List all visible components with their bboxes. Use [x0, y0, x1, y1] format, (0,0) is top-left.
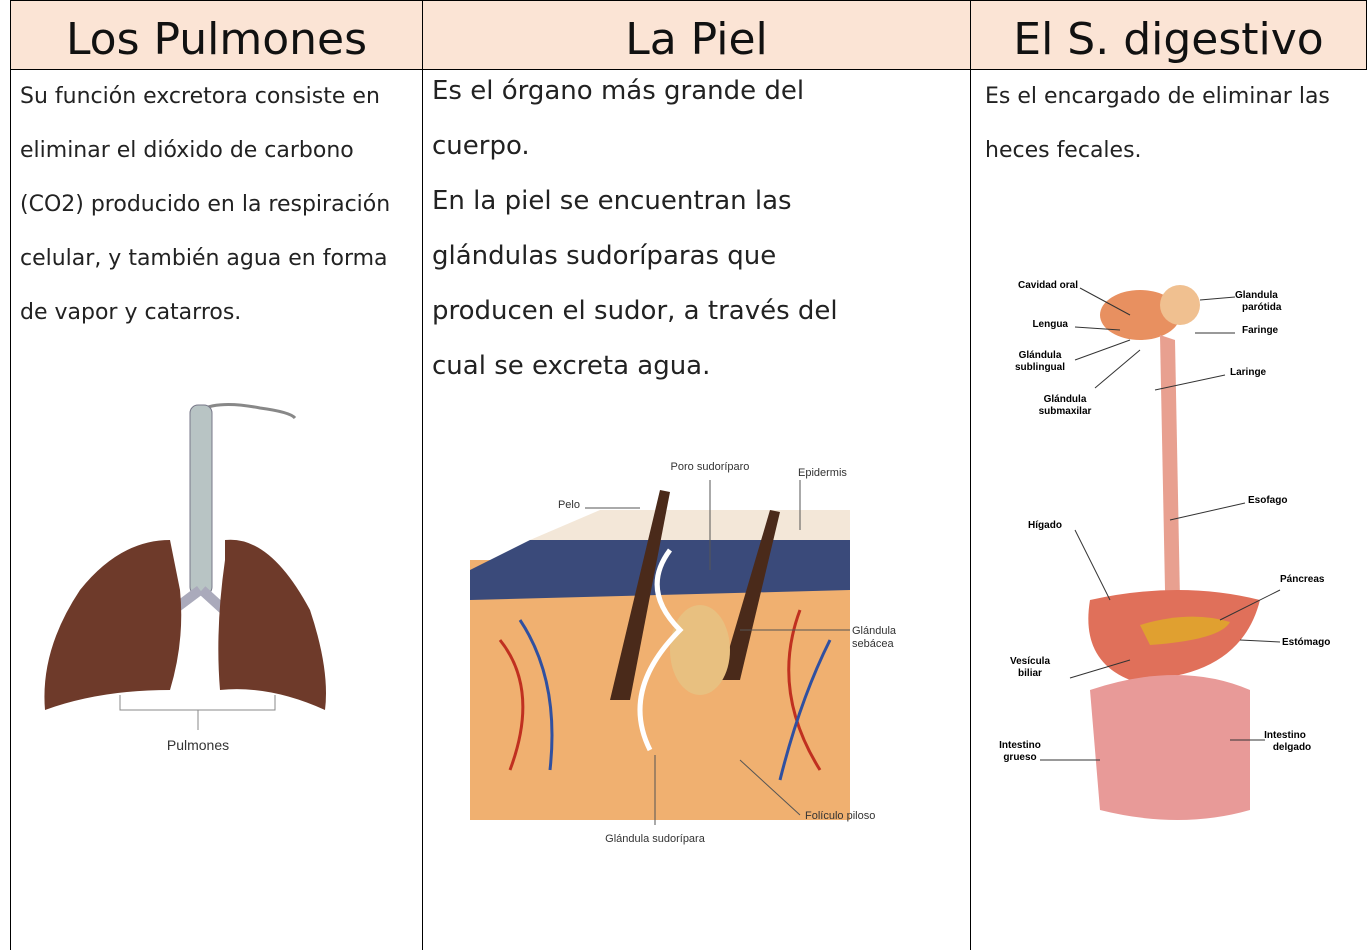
- figure-label: Poro sudoríparo: [671, 461, 750, 473]
- digestive-figure: Cavidad oral Lengua Glándula sublingual G…: [999, 280, 1330, 820]
- paragraph: Su función excretora consiste en elimina…: [20, 84, 391, 325]
- figure-label: Glándula submaxilar: [1039, 394, 1092, 417]
- figure-label: Glándula sebácea: [852, 625, 897, 650]
- text: Es el encargado de eliminar las heces fe…: [985, 70, 1355, 178]
- figure-label: Glándula sublingual: [1015, 350, 1065, 373]
- figure-label: Folículo piloso: [805, 810, 875, 822]
- figure-label: Esofago: [1248, 495, 1287, 506]
- column-title: La Piel: [422, 0, 971, 70]
- figure-label: Glandula parótida: [1235, 290, 1282, 313]
- figure-label: Páncreas: [1280, 574, 1325, 585]
- figure-label: Pulmones: [167, 737, 229, 753]
- paragraph: Es el órgano más grande del cuerpo.: [432, 76, 805, 161]
- figure-label: Lengua: [1032, 319, 1068, 330]
- figure-label: Glándula sudorípara: [605, 833, 706, 845]
- figure-label: Intestino delgado: [1264, 730, 1311, 753]
- figure-label: Cavidad oral: [1018, 280, 1078, 291]
- column-title: El S. digestivo: [970, 0, 1367, 70]
- text: Es el órgano más grande del cuerpo. En l…: [432, 64, 957, 394]
- figure-label: Laringe: [1230, 367, 1267, 378]
- figure-label: Faringe: [1242, 325, 1279, 336]
- figure-label: Vesícula biliar: [1010, 656, 1050, 679]
- figure-label: Intestino grueso: [999, 740, 1041, 763]
- text: Su función excretora consiste en elimina…: [20, 70, 400, 340]
- lungs-figure: Pulmones: [44, 403, 326, 753]
- paragraph: Es el encargado de eliminar las heces fe…: [985, 84, 1330, 163]
- column-cell: [970, 70, 1367, 950]
- paragraph: En la piel se encuentran las glándulas s…: [432, 186, 838, 381]
- skin-figure: Poro sudoríparo Epidermis Pelo Glándula s…: [470, 461, 897, 845]
- column-title: Los Pulmones: [10, 0, 423, 70]
- figure-label: Hígado: [1028, 520, 1062, 531]
- figure-label: Pelo: [558, 499, 580, 511]
- figure-label: Estómago: [1282, 637, 1330, 648]
- figure-label: Epidermis: [798, 467, 847, 479]
